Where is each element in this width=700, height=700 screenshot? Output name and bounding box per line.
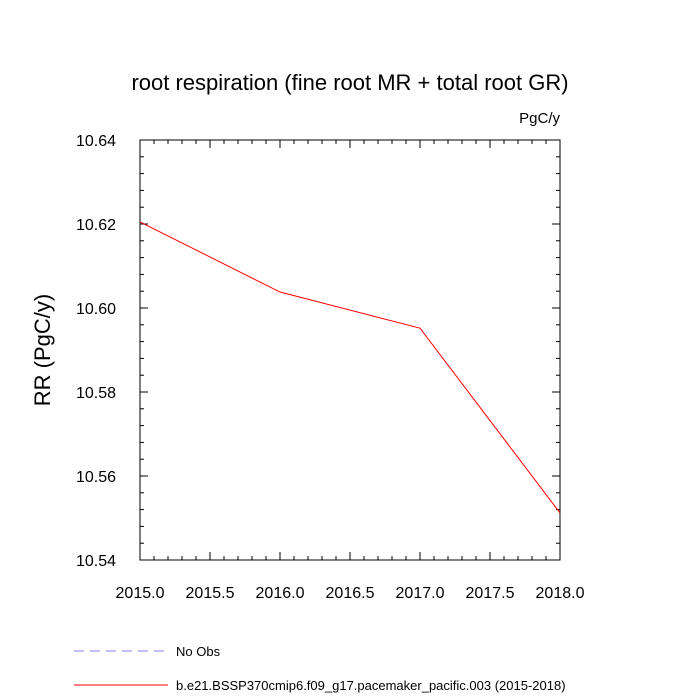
y-tick-label: 10.54 bbox=[76, 553, 116, 570]
series-layer bbox=[139, 221, 561, 514]
plot-frame bbox=[139, 139, 561, 561]
x-tick-label: 2015.5 bbox=[186, 585, 235, 602]
y-tick-label: 10.60 bbox=[76, 301, 116, 318]
units-label: PgC/y bbox=[519, 110, 560, 127]
x-tick-label: 2016.5 bbox=[326, 585, 375, 602]
y-tick-label: 10.64 bbox=[76, 133, 116, 150]
plot-area: 2015.0 2015.5 2016.0 2016.5 2017.0 2017.5 2018… bbox=[76, 133, 585, 602]
x-tick-label: 2017.5 bbox=[466, 585, 515, 602]
legend-label-0: No Obs bbox=[176, 644, 221, 659]
legend-label-1: b.e21.BSSP370cmip6.f09_g17.pacemaker_pac… bbox=[176, 678, 566, 693]
legend: No Obs b.e21.BSSP370cmip6.f09_g17.pacemak… bbox=[74, 644, 566, 693]
y-tick-label: 10.62 bbox=[76, 217, 116, 234]
x-tick-label: 2016.0 bbox=[256, 585, 305, 602]
x-tick-label: 2018.0 bbox=[536, 585, 585, 602]
chart-title: root respiration (fine root MR + total r… bbox=[131, 70, 568, 95]
series-line-1 bbox=[139, 221, 561, 514]
y-axis-label: RR (PgC/y) bbox=[30, 294, 55, 406]
y-tick-label: 10.56 bbox=[76, 469, 116, 486]
x-tick-label: 2017.0 bbox=[396, 585, 445, 602]
x-tick-label: 2015.0 bbox=[116, 585, 165, 602]
y-tick-label: 10.58 bbox=[76, 385, 116, 402]
